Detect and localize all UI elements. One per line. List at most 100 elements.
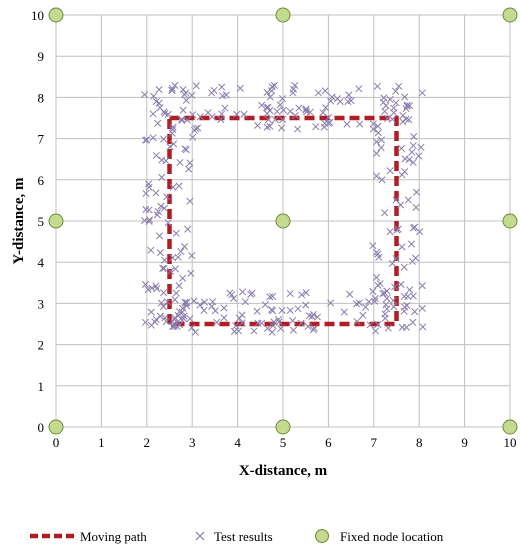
test-result-point xyxy=(372,172,381,180)
test-result-stroke xyxy=(386,167,394,175)
test-result-stroke xyxy=(409,292,417,300)
test-result-point xyxy=(190,297,198,305)
y-tick-label: 1 xyxy=(38,379,45,394)
test-result-stroke xyxy=(398,323,406,331)
test-result-stroke xyxy=(183,116,191,124)
test-result-point xyxy=(250,327,258,335)
test-result-stroke xyxy=(179,274,187,282)
test-result-stroke xyxy=(247,290,255,298)
test-result-point xyxy=(209,298,217,306)
test-result-stroke xyxy=(158,156,166,164)
test-result-stroke xyxy=(186,159,194,167)
test-result-stroke xyxy=(372,273,381,281)
test-result-point xyxy=(239,288,247,296)
test-result-point xyxy=(336,97,344,106)
test-result-point xyxy=(359,311,367,319)
test-result-point xyxy=(288,317,297,325)
test-result-stroke xyxy=(147,321,155,329)
test-result-point xyxy=(412,188,421,196)
test-result-point xyxy=(211,307,219,315)
test-result-stroke xyxy=(219,92,227,100)
test-result-stroke xyxy=(309,326,317,334)
test-result-stroke xyxy=(192,82,200,90)
test-result-point xyxy=(321,87,329,95)
test-result-stroke xyxy=(168,129,176,137)
test-result-stroke xyxy=(392,196,400,204)
test-result-point xyxy=(160,264,168,272)
test-result-point xyxy=(253,307,261,315)
test-result-point xyxy=(179,274,187,282)
test-result-point xyxy=(302,301,310,309)
test-result-stroke xyxy=(412,203,420,211)
test-result-stroke xyxy=(416,228,424,236)
test-result-stroke xyxy=(407,240,416,248)
test-result-point xyxy=(365,298,373,306)
test-result-point xyxy=(171,296,179,304)
test-result-point xyxy=(157,202,165,210)
test-result-point xyxy=(411,308,419,316)
test-result-point xyxy=(405,116,413,124)
test-result-stroke xyxy=(182,299,190,307)
test-result-point xyxy=(412,203,420,211)
test-result-stroke xyxy=(268,328,276,336)
test-result-stroke xyxy=(208,113,216,121)
test-result-point xyxy=(156,104,164,112)
test-result-stroke xyxy=(383,287,391,295)
test-result-stroke xyxy=(254,121,262,129)
test-result-point xyxy=(372,327,380,335)
test-result-point xyxy=(298,291,306,299)
test-result-stroke xyxy=(408,148,416,156)
test-result-point xyxy=(409,158,417,167)
test-result-stroke xyxy=(274,315,283,324)
test-result-point xyxy=(170,140,178,148)
test-result-stroke xyxy=(412,254,420,262)
test-result-point xyxy=(291,111,299,120)
test-result-point xyxy=(372,149,381,157)
test-result-stroke xyxy=(410,132,418,141)
x-tick-label: 6 xyxy=(325,435,332,450)
test-result-point xyxy=(268,83,276,91)
test-result-point xyxy=(258,319,266,327)
test-result-point xyxy=(238,319,246,327)
test-result-point xyxy=(286,107,294,115)
test-result-point xyxy=(388,259,396,267)
test-result-stroke xyxy=(266,293,274,301)
test-result-point xyxy=(221,104,229,112)
test-result-point xyxy=(176,158,184,167)
test-result-stroke xyxy=(200,298,209,306)
test-result-stroke xyxy=(277,324,285,333)
test-result-point xyxy=(371,294,379,303)
test-result-point xyxy=(406,102,414,110)
test-result-point xyxy=(187,269,195,277)
test-result-point xyxy=(218,83,226,91)
test-result-point xyxy=(254,121,262,129)
test-result-stroke xyxy=(306,108,314,116)
test-result-point xyxy=(154,207,162,216)
test-result-point xyxy=(294,305,302,313)
y-tick-label: 6 xyxy=(38,173,45,188)
test-result-stroke xyxy=(397,201,405,209)
test-result-point xyxy=(164,219,172,227)
test-result-point xyxy=(190,126,199,134)
test-result-point xyxy=(327,299,335,307)
test-result-stroke xyxy=(263,109,271,118)
test-result-point xyxy=(261,301,269,309)
test-result-stroke xyxy=(401,155,409,163)
test-result-point xyxy=(213,318,221,326)
test-result-stroke xyxy=(232,322,240,330)
test-result-point xyxy=(266,93,274,101)
test-result-stroke xyxy=(379,289,387,298)
test-result-stroke xyxy=(168,86,176,94)
test-result-stroke xyxy=(372,327,380,335)
test-result-stroke xyxy=(270,318,278,326)
test-result-point xyxy=(152,151,160,160)
test-result-point xyxy=(150,92,158,100)
test-result-point xyxy=(155,232,164,240)
test-result-stroke xyxy=(147,308,155,316)
test-result-point xyxy=(152,97,160,106)
test-result-point xyxy=(189,111,197,119)
test-result-point xyxy=(275,318,283,326)
test-result-point xyxy=(374,320,382,328)
test-result-stroke xyxy=(327,299,335,307)
test-result-stroke xyxy=(371,297,379,305)
